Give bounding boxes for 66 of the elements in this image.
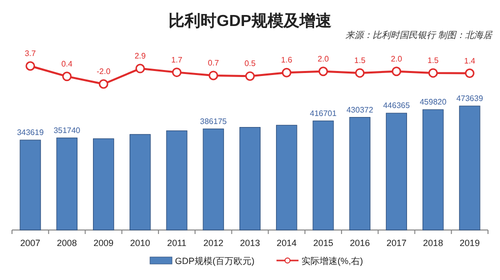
x-tick-label: 2009 xyxy=(94,238,114,248)
point xyxy=(428,68,438,78)
point xyxy=(318,66,328,76)
data-label: 351740 xyxy=(54,126,81,135)
x-tick-label: 2013 xyxy=(240,238,260,248)
bar xyxy=(422,109,444,230)
data-label: 3.7 xyxy=(24,49,36,58)
point xyxy=(172,68,182,78)
data-label: 2.0 xyxy=(318,54,330,64)
x-tick-label: 2015 xyxy=(313,238,334,248)
data-label: 473639 xyxy=(456,94,484,103)
data-label: -2.0 xyxy=(96,67,111,76)
bar xyxy=(20,140,41,230)
point xyxy=(392,66,402,76)
point xyxy=(355,68,365,78)
data-label: 1.5 xyxy=(428,56,440,65)
point xyxy=(135,64,145,74)
x-tick-label: 2019 xyxy=(460,238,480,248)
data-label: 1.4 xyxy=(464,56,476,66)
x-tick-label: 2017 xyxy=(386,238,406,248)
point xyxy=(245,71,255,81)
chart-title: 比利时GDP规模及增速 xyxy=(168,12,332,30)
bar xyxy=(386,112,408,230)
x-tick-label: 2016 xyxy=(350,238,370,248)
data-label: 430372 xyxy=(346,105,374,114)
data-label: 459820 xyxy=(420,98,447,107)
data-label: 0.5 xyxy=(244,59,256,68)
point xyxy=(208,70,218,80)
x-tick-label: 2014 xyxy=(276,238,297,248)
bar xyxy=(239,127,261,230)
x-tick-label: 2018 xyxy=(423,238,444,248)
data-label: 416701 xyxy=(310,108,338,118)
bar xyxy=(56,138,78,230)
x-tick-label: 2010 xyxy=(130,238,150,248)
data-label: 1.5 xyxy=(354,56,366,65)
data-label: 2.9 xyxy=(134,52,146,61)
bar xyxy=(312,120,334,230)
point xyxy=(26,61,36,71)
data-label: 1.6 xyxy=(281,56,293,65)
point xyxy=(62,72,72,82)
data-label: 1.7 xyxy=(171,55,183,64)
bar xyxy=(349,117,370,230)
bar xyxy=(276,124,298,230)
source-note: 来源：比利时国民银行 制图：北海居 xyxy=(345,30,493,40)
data-label: 343619 xyxy=(16,128,44,138)
bar xyxy=(459,106,480,230)
bar xyxy=(202,128,224,230)
data-label: 0.4 xyxy=(61,59,74,68)
legend-item: GDP规模(百万欧元) xyxy=(150,256,254,266)
point xyxy=(98,79,108,89)
data-label: 2.0 xyxy=(390,54,403,64)
data-label: 446365 xyxy=(383,101,410,110)
legend-label: GDP规模(百万欧元) xyxy=(175,256,254,266)
bar xyxy=(130,134,151,230)
x-tick-label: 2012 xyxy=(203,238,224,248)
data-label: 386175 xyxy=(200,116,228,126)
point xyxy=(464,68,474,78)
legend-item: 实际增速(%,右) xyxy=(276,256,363,266)
point xyxy=(282,68,292,78)
legend-label: 实际增速(%,右) xyxy=(302,256,363,266)
data-label: 0.7 xyxy=(208,58,220,68)
bar xyxy=(166,130,188,230)
x-tick-label: 2011 xyxy=(167,238,186,248)
x-tick-label: 2008 xyxy=(56,238,77,248)
x-tick-label: 2007 xyxy=(20,238,40,248)
bar xyxy=(92,138,114,230)
